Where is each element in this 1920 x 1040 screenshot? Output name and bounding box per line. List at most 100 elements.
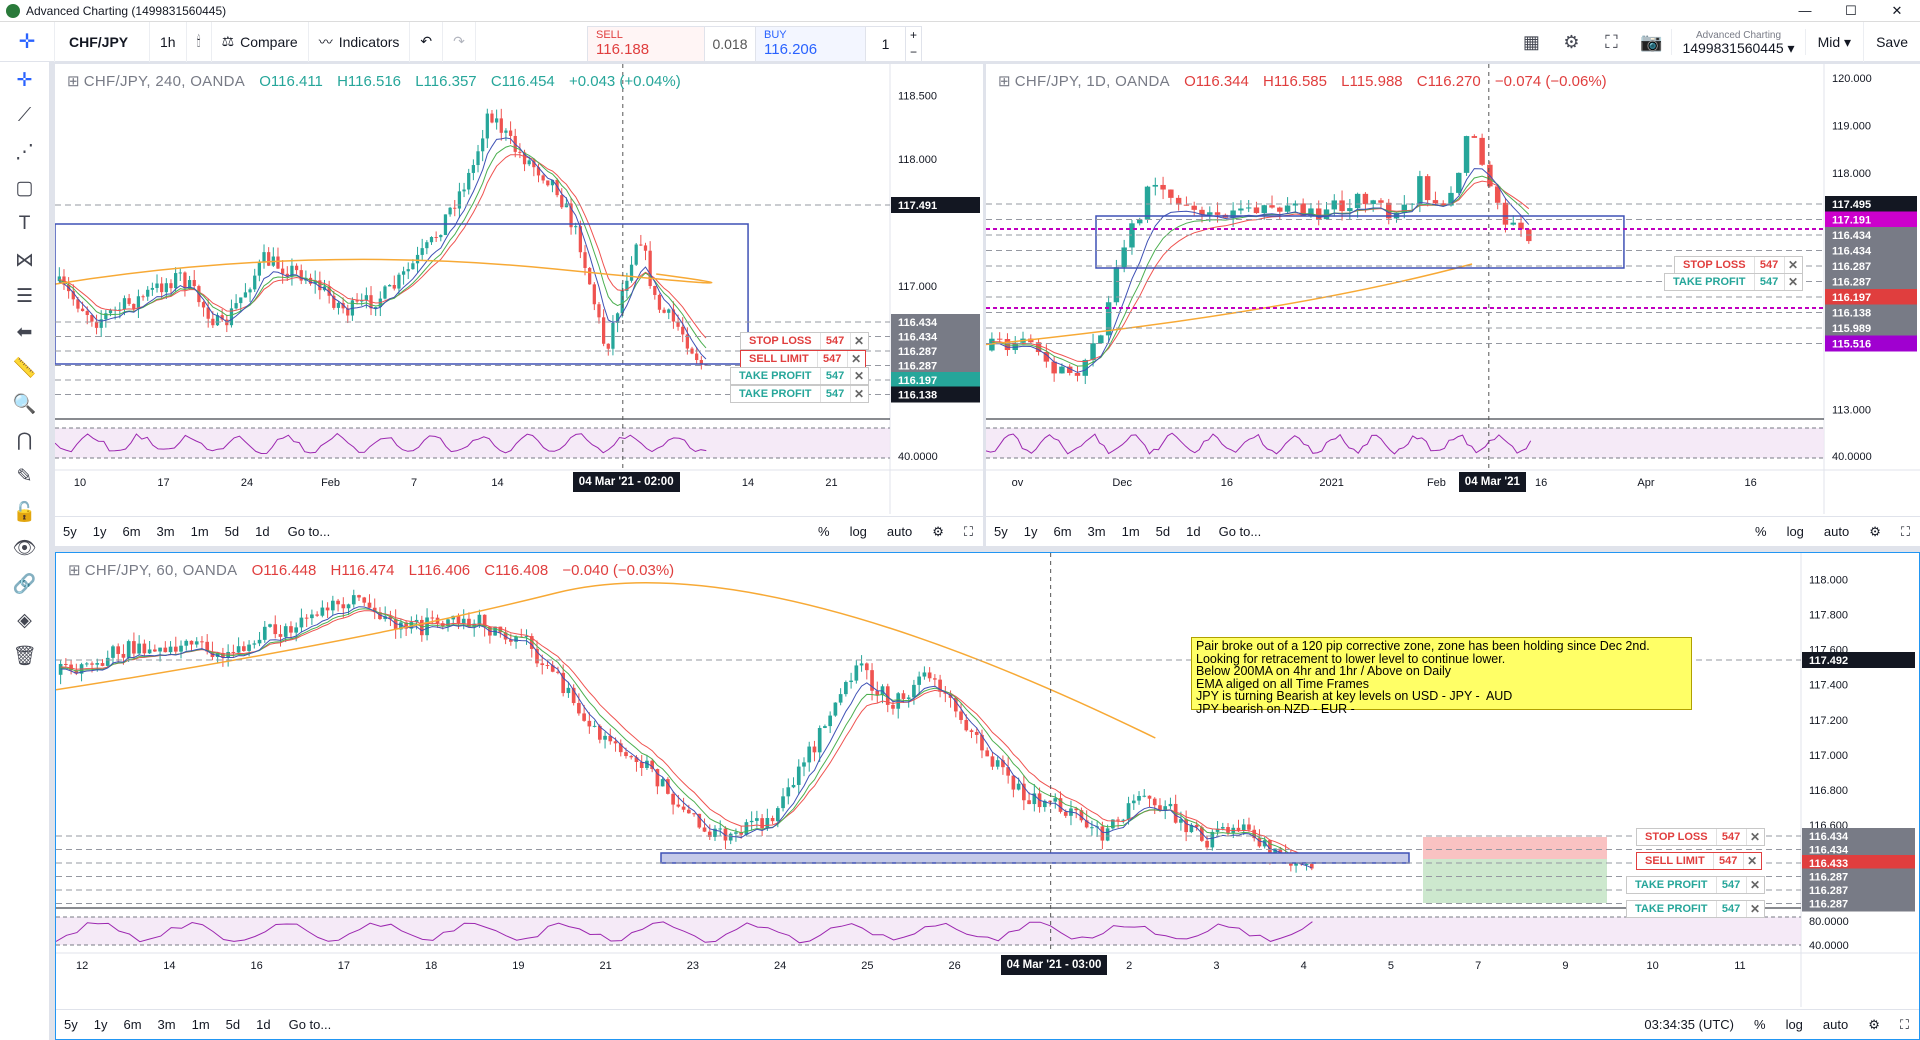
goto-button[interactable]: Go to... — [287, 524, 331, 539]
chart-pane-1d[interactable]: 120.000119.000118.000117.000113.000ovDec… — [986, 64, 1920, 546]
goto-button[interactable]: Go to... — [1218, 524, 1262, 539]
buy-button[interactable]: BUY 116.206 — [755, 27, 865, 61]
close-icon[interactable]: ✕ — [1747, 854, 1758, 868]
sell-button[interactable]: SELL 116.188 — [588, 27, 705, 61]
crosshair-icon[interactable]: ✛ — [0, 21, 55, 62]
price-mode-button[interactable]: Mid ▾ — [1806, 22, 1865, 62]
chart-pane-60[interactable]: 118.000 117.800 117.600 117.400 117.200 117.0… — [55, 552, 1920, 1040]
auto-toggle[interactable]: auto — [1822, 1017, 1849, 1032]
close-icon[interactable]: ✕ — [851, 351, 862, 366]
pattern-tool-icon[interactable]: ⋈ — [15, 249, 34, 271]
account-selector[interactable]: Advanced Charting 1499831560445 ▾ — [1671, 29, 1806, 55]
log-toggle[interactable]: log — [849, 524, 867, 539]
order-tag[interactable]: TAKE PROFIT 547 ✕ — [1664, 273, 1803, 291]
trend-line-icon[interactable]: ⟋ — [17, 105, 32, 126]
close-icon[interactable]: ✕ — [1749, 902, 1761, 916]
trash-icon[interactable]: 🗑 — [12, 646, 37, 667]
range-button[interactable]: 5y — [994, 524, 1008, 539]
lock-icon[interactable]: 🔓 — [12, 502, 37, 523]
goto-button[interactable]: Go to... — [288, 1017, 332, 1032]
gear-icon[interactable]: ⚙ — [1563, 31, 1580, 52]
order-tag[interactable]: STOP LOSS 547 ✕ — [1636, 828, 1765, 846]
percent-toggle[interactable]: % — [1754, 1017, 1766, 1032]
range-button[interactable]: 5d — [225, 1017, 241, 1032]
cursor-cross-icon[interactable]: ✛ — [16, 69, 33, 91]
range-button[interactable]: 6m — [122, 524, 141, 539]
order-tag[interactable]: SELL LIMIT 547 ✕ — [1636, 852, 1762, 870]
interval-button[interactable]: 1h — [150, 21, 187, 62]
order-tag[interactable]: STOP LOSS 547 ✕ — [740, 332, 869, 350]
order-tag[interactable]: TAKE PROFIT 547 ✕ — [1626, 900, 1765, 918]
close-icon[interactable]: ✕ — [1750, 830, 1761, 844]
gear-icon[interactable]: ⚙ — [1869, 523, 1881, 539]
compare-button[interactable]: ⚖ Compare — [212, 21, 309, 62]
camera-icon[interactable]: 📷 — [1640, 31, 1663, 52]
range-button[interactable]: 3m — [156, 524, 175, 539]
order-tag[interactable]: TAKE PROFIT 547 ✕ — [730, 384, 869, 403]
order-tag[interactable]: SELL LIMIT 547 ✕ — [740, 349, 866, 368]
close-icon[interactable]: ✕ — [854, 334, 865, 348]
range-button[interactable]: 5y — [63, 524, 77, 539]
fullscreen-icon[interactable]: ⛶ — [1605, 31, 1618, 52]
text-note[interactable]: Pair broke out of a 120 pip corrective z… — [1191, 637, 1692, 715]
zoom-icon[interactable]: 🔍 — [12, 394, 37, 415]
close-icon[interactable]: ✕ — [853, 369, 865, 383]
quantity-field[interactable]: 1 — [865, 27, 905, 61]
arrow-left-icon[interactable]: ⬅ — [16, 321, 33, 343]
ruler-icon[interactable]: 📏 — [12, 358, 37, 379]
range-button[interactable]: 5d — [1155, 524, 1171, 539]
log-toggle[interactable]: log — [1785, 1017, 1803, 1032]
fullscreen-icon[interactable]: ⛶ — [963, 523, 973, 539]
layers-icon[interactable]: ◈ — [17, 609, 32, 631]
range-button[interactable]: 1m — [191, 1017, 210, 1032]
range-button[interactable]: 1m — [190, 524, 209, 539]
qty-minus-button[interactable]: − — [909, 45, 917, 59]
order-tag[interactable]: TAKE PROFIT 547 ✕ — [1626, 876, 1765, 894]
gear-icon[interactable]: ⚙ — [932, 523, 944, 539]
range-button[interactable]: 3m — [157, 1017, 176, 1032]
layout-icon[interactable]: ▦ — [1522, 31, 1540, 52]
fib-tool-icon[interactable]: ⋰ — [15, 141, 34, 163]
redo-button[interactable]: ↷ — [443, 21, 476, 62]
range-button[interactable]: 6m — [1053, 524, 1072, 539]
pane-menu-icon[interactable]: ⊞ — [998, 73, 1011, 90]
range-button[interactable]: 5d — [224, 524, 240, 539]
chart-pane-240[interactable]: 118.500118.000117.000101724Feb71421M1421… — [55, 64, 983, 546]
eye-icon[interactable]: 👁 — [12, 538, 37, 559]
auto-toggle[interactable]: auto — [1823, 524, 1850, 539]
close-icon[interactable]: ✕ — [1787, 275, 1799, 289]
range-button[interactable]: 5y — [64, 1017, 78, 1032]
link-icon[interactable]: 🔗 — [12, 574, 37, 595]
close-icon[interactable]: ✕ — [1749, 878, 1761, 892]
range-button[interactable]: 3m — [1087, 524, 1106, 539]
stay-drawing-icon[interactable]: ✎ — [16, 465, 33, 487]
qty-plus-button[interactable]: + — [909, 28, 917, 42]
range-button[interactable]: 1d — [1186, 524, 1201, 539]
percent-toggle[interactable]: % — [1755, 524, 1767, 539]
range-button[interactable]: 1m — [1121, 524, 1140, 539]
range-button[interactable]: 1d — [256, 1017, 271, 1032]
order-tag[interactable]: TAKE PROFIT 547 ✕ — [730, 367, 869, 385]
fullscreen-icon[interactable]: ⛶ — [1899, 1016, 1909, 1032]
range-button[interactable]: 1d — [255, 524, 270, 539]
close-icon[interactable]: ✕ — [853, 386, 865, 401]
auto-toggle[interactable]: auto — [886, 524, 913, 539]
range-button[interactable]: 1y — [93, 1017, 108, 1032]
pane-menu-icon[interactable]: ⊞ — [67, 73, 80, 90]
close-icon[interactable]: ✕ — [1788, 258, 1799, 272]
minimize-button[interactable]: — — [1798, 2, 1812, 18]
range-button[interactable]: 1y — [1023, 524, 1038, 539]
undo-button[interactable]: ↶ — [410, 21, 444, 62]
chart-type-button[interactable]: 🕯 — [187, 21, 212, 62]
close-window-button[interactable]: ✕ — [1891, 2, 1903, 18]
indicators-button[interactable]: 〰 Indicators — [309, 21, 411, 62]
percent-toggle[interactable]: % — [818, 524, 830, 539]
symbol-search[interactable]: CHF/JPY — [55, 21, 150, 62]
maximize-button[interactable]: ☐ — [1845, 2, 1857, 18]
gear-icon[interactable]: ⚙ — [1868, 1016, 1880, 1032]
shape-rectangle-icon[interactable]: ▢ — [15, 177, 34, 199]
magnet-icon[interactable]: ⋂ — [16, 429, 33, 451]
range-button[interactable]: 6m — [123, 1017, 142, 1032]
prediction-tool-icon[interactable]: ☰ — [15, 285, 34, 307]
pane-menu-icon[interactable]: ⊞ — [68, 562, 81, 579]
